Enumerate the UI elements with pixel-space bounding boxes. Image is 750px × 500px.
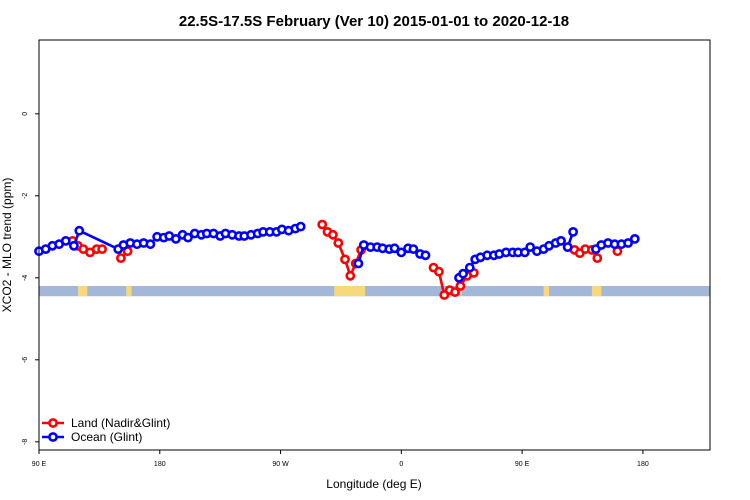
data-point	[340, 254, 350, 265]
ocean-mask-strip	[39, 286, 710, 297]
chart-title: 22.5S-17.5S February (Ver 10) 2015-01-01…	[179, 13, 569, 30]
data-point	[450, 287, 460, 297]
x-axis-label: Longitude (deg E)	[326, 477, 421, 491]
data-point	[629, 233, 640, 244]
x-tick-label: 180	[637, 461, 649, 468]
plot-frame	[38, 39, 711, 451]
data-point	[433, 266, 444, 277]
data-point	[408, 244, 419, 254]
land-mask-segment	[543, 286, 549, 297]
series-ocean	[34, 221, 640, 283]
data-point	[464, 262, 475, 273]
x-tick-label: 0	[399, 461, 403, 468]
data-point	[97, 244, 107, 254]
legend-entry: Land (Nadir&Glint)	[42, 416, 170, 430]
legend-label: Land (Nadir&Glint)	[71, 416, 170, 430]
land-mask-segment	[460, 286, 462, 297]
data-point	[345, 270, 356, 281]
data-point	[183, 232, 193, 243]
data-point	[327, 229, 338, 240]
data-point	[562, 242, 573, 252]
series-land	[67, 219, 623, 300]
data-point	[396, 247, 407, 258]
y-tick-label: -2	[22, 193, 29, 199]
data-point	[420, 250, 431, 261]
legend-marker	[48, 432, 58, 442]
land-mask-segment	[591, 286, 602, 297]
data-point	[455, 281, 466, 291]
data-point	[568, 226, 578, 237]
y-tick-label: 0	[22, 112, 29, 116]
y-axis-label: XCO2 - MLO trend (ppm)	[0, 178, 14, 313]
land-mask-segment	[77, 286, 88, 297]
data-point	[60, 235, 71, 246]
y-axis: 0 -2 -4 -6 -8	[22, 112, 39, 445]
x-tick-label: 90 E	[515, 461, 530, 468]
data-point	[317, 219, 328, 230]
data-point	[116, 253, 126, 263]
data-point	[519, 247, 530, 258]
y-tick-label: -8	[22, 439, 29, 445]
y-tick-label: -4	[22, 275, 29, 281]
legend-marker	[48, 418, 58, 428]
land-mask-segment	[334, 286, 366, 297]
data-point	[170, 233, 181, 244]
data-point	[353, 258, 364, 269]
data-point	[556, 235, 566, 246]
data-point	[592, 253, 603, 263]
data-point	[458, 268, 468, 279]
data-point	[525, 242, 536, 252]
land-mask-segment	[126, 286, 132, 297]
legend-label: Ocean (Glint)	[71, 430, 142, 444]
x-tick-label: 180	[154, 461, 166, 468]
data-point	[145, 239, 156, 250]
x-axis: 90 E 180 90 W 0 90 E 180	[32, 450, 649, 468]
data-point	[74, 225, 85, 236]
data-point	[69, 240, 79, 251]
legend: Land (Nadir&Glint)Ocean (Glint)	[42, 416, 170, 444]
data-point	[623, 238, 633, 248]
data-point	[389, 243, 400, 254]
x-tick-label: 90 E	[32, 461, 47, 468]
data-point	[333, 238, 344, 248]
plot-area	[34, 219, 710, 300]
data-point	[295, 221, 306, 232]
legend-entry: Ocean (Glint)	[42, 430, 142, 444]
x-tick-label: 90 W	[272, 461, 289, 468]
y-tick-label: -6	[22, 357, 29, 363]
